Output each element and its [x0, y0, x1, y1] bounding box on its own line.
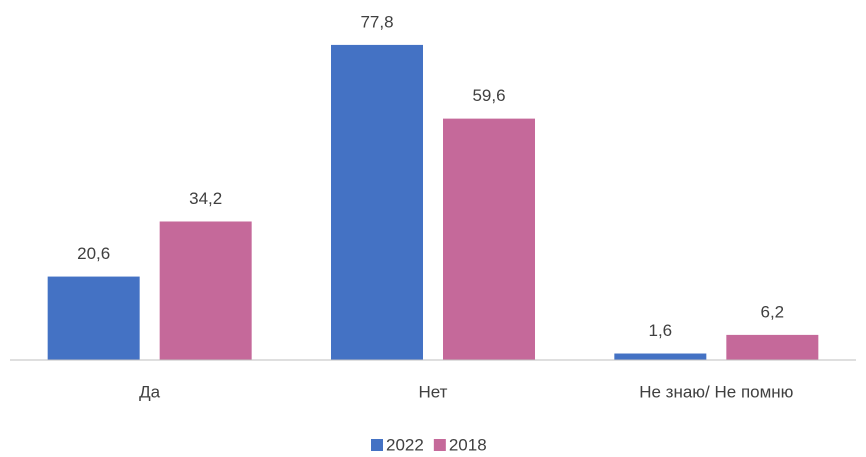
bar	[47, 276, 140, 360]
bar	[614, 353, 707, 360]
value-label: 77,8	[360, 12, 393, 31]
value-label: 1,6	[649, 321, 673, 340]
x-tick-label: Да	[139, 382, 161, 401]
bar	[726, 334, 819, 360]
x-tick-label: Нет	[419, 382, 448, 401]
value-label: 59,6	[472, 86, 505, 105]
value-label: 6,2	[761, 302, 785, 321]
x-tick-label: Не знаю/ Не помню	[639, 382, 793, 401]
legend-label: 2018	[449, 435, 487, 454]
value-label: 20,6	[77, 244, 110, 263]
bar	[331, 44, 423, 360]
legend-swatch	[433, 439, 446, 451]
bar	[159, 221, 252, 360]
legend-swatch	[371, 439, 383, 451]
legend-label: 2022	[386, 435, 424, 454]
value-label: 34,2	[189, 189, 222, 208]
bar	[443, 118, 535, 361]
